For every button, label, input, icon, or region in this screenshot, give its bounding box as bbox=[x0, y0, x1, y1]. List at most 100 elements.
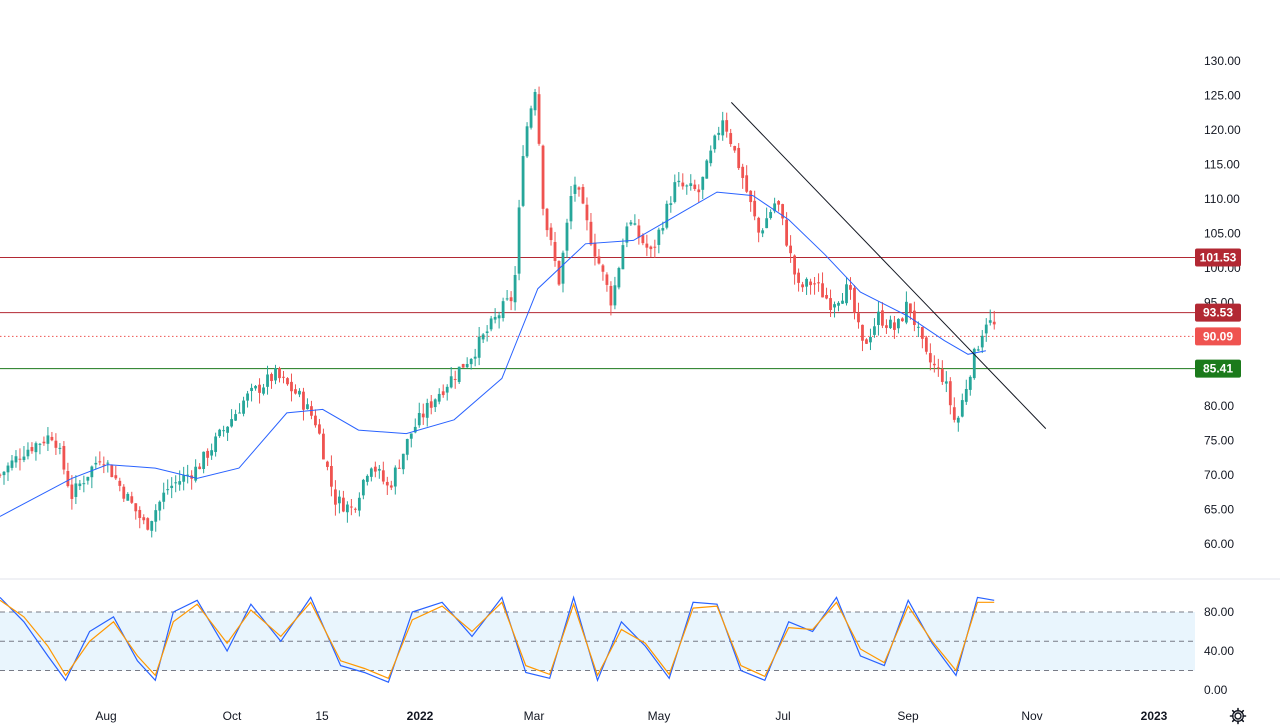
candle bbox=[665, 200, 669, 230]
candle bbox=[142, 514, 146, 525]
level-badge-label: 90.09 bbox=[1203, 329, 1233, 343]
candle bbox=[30, 442, 34, 454]
candle bbox=[801, 281, 804, 292]
candle bbox=[505, 290, 509, 301]
candle bbox=[509, 291, 513, 311]
candle bbox=[749, 190, 753, 212]
candle bbox=[278, 366, 281, 383]
candle bbox=[932, 355, 936, 373]
candle bbox=[677, 172, 681, 187]
candle bbox=[461, 363, 465, 368]
candle bbox=[924, 335, 928, 355]
moving-average-line bbox=[0, 191, 986, 517]
candle bbox=[349, 498, 353, 516]
candle bbox=[70, 475, 74, 510]
candle bbox=[334, 480, 337, 516]
candle bbox=[569, 185, 573, 230]
candle bbox=[154, 504, 158, 532]
candle bbox=[385, 476, 389, 495]
candle bbox=[405, 438, 409, 461]
candle bbox=[102, 456, 106, 474]
candle bbox=[485, 325, 489, 342]
candle bbox=[122, 484, 126, 502]
price-tick-label: 130.00 bbox=[1204, 54, 1241, 68]
candle bbox=[58, 443, 62, 455]
time-tick-label: Sep bbox=[897, 709, 919, 723]
candle bbox=[42, 436, 46, 446]
candle bbox=[521, 145, 525, 208]
candle bbox=[54, 433, 58, 455]
level-badge-label: 101.53 bbox=[1200, 250, 1237, 264]
price-tick-label: 110.00 bbox=[1204, 192, 1240, 206]
candle bbox=[601, 263, 605, 281]
candle bbox=[294, 384, 297, 395]
candle bbox=[218, 428, 222, 438]
candle bbox=[893, 315, 896, 339]
candle bbox=[337, 490, 341, 514]
candle bbox=[74, 475, 78, 505]
candle bbox=[62, 441, 66, 475]
candle bbox=[968, 375, 972, 396]
candle bbox=[106, 460, 110, 473]
candle bbox=[2, 470, 6, 485]
candle bbox=[857, 302, 860, 329]
candle bbox=[517, 199, 521, 281]
candle bbox=[437, 388, 441, 405]
candle bbox=[469, 357, 473, 370]
candle bbox=[797, 268, 800, 292]
candle bbox=[769, 209, 773, 220]
candle bbox=[889, 315, 892, 330]
candle bbox=[617, 266, 621, 290]
candle bbox=[577, 186, 581, 197]
candle bbox=[445, 384, 449, 401]
candle bbox=[465, 357, 469, 369]
candle bbox=[813, 277, 816, 295]
candle bbox=[114, 465, 118, 480]
candle bbox=[477, 326, 481, 366]
candle bbox=[841, 292, 844, 304]
candle bbox=[793, 254, 796, 285]
candle bbox=[282, 370, 285, 384]
candle bbox=[845, 276, 848, 306]
candle bbox=[581, 184, 585, 205]
candle bbox=[162, 482, 166, 510]
candle bbox=[82, 475, 86, 493]
candle bbox=[50, 431, 54, 442]
candle bbox=[14, 450, 18, 468]
candle bbox=[633, 214, 637, 226]
candle bbox=[90, 465, 94, 489]
candle bbox=[549, 223, 553, 246]
candle bbox=[897, 318, 900, 334]
candle bbox=[928, 343, 932, 371]
candle bbox=[901, 317, 904, 322]
price-level-badges: 101.53 93.53 90.09 85.41 bbox=[1195, 248, 1241, 378]
price-tick-label: 80.00 bbox=[1204, 399, 1234, 413]
candle bbox=[649, 245, 653, 258]
candle bbox=[298, 388, 301, 398]
candle bbox=[729, 128, 733, 147]
candle bbox=[589, 213, 593, 247]
candle bbox=[357, 492, 361, 517]
candle bbox=[425, 398, 429, 427]
time-tick-label: May bbox=[648, 709, 671, 723]
candle bbox=[481, 333, 485, 344]
gear-icon[interactable] bbox=[1229, 707, 1247, 725]
trend-line bbox=[730, 102, 1047, 429]
price-tick-label: 65.00 bbox=[1204, 503, 1234, 517]
candle bbox=[361, 478, 365, 500]
time-tick-label: 2022 bbox=[407, 709, 434, 723]
candle bbox=[266, 365, 269, 395]
price-tick-label: 105.00 bbox=[1204, 227, 1241, 241]
candle bbox=[673, 174, 677, 204]
candle bbox=[825, 287, 828, 300]
price-tick-label: 115.00 bbox=[1204, 158, 1240, 172]
candle bbox=[38, 442, 42, 455]
candle bbox=[222, 425, 226, 437]
candle bbox=[952, 397, 956, 423]
time-tick-label: 15 bbox=[315, 709, 329, 723]
candle bbox=[373, 461, 377, 478]
time-tick-label: 2023 bbox=[1141, 709, 1168, 723]
candle bbox=[565, 218, 569, 258]
candle bbox=[936, 358, 940, 377]
